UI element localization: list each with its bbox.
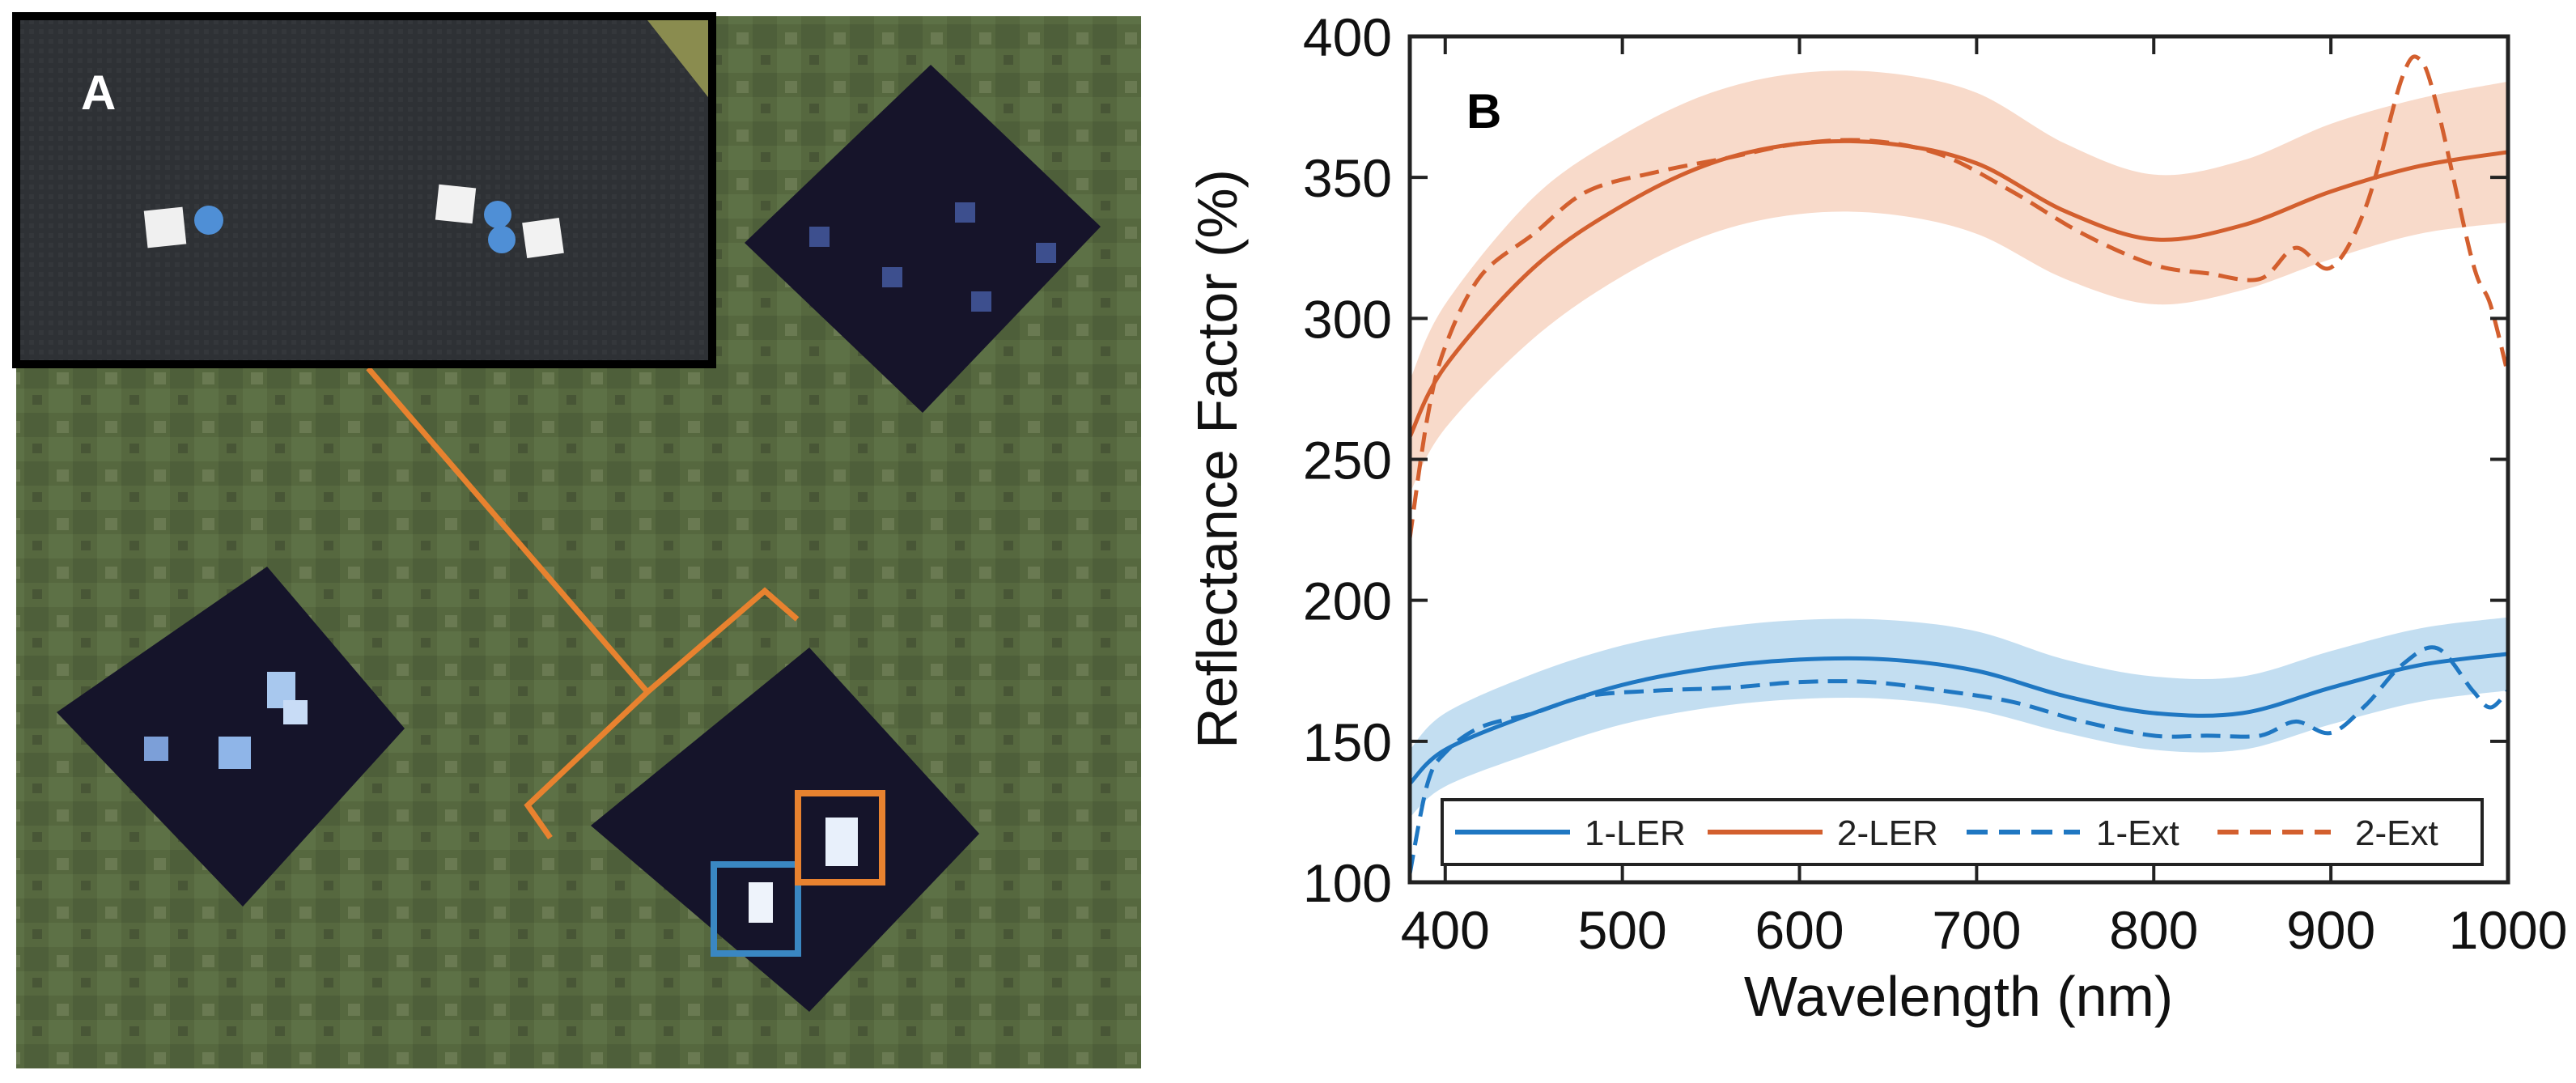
reference-panel-spot: [283, 700, 308, 724]
legend-label-2-ext: 2-Ext: [2355, 813, 2438, 853]
x-axis-title: Wavelength (nm): [1744, 965, 2173, 1028]
reflectance-chart: 400 500 600 700 800 900 1000 100 150 200 250 300 350…: [1186, 7, 2568, 1028]
x-tick-label: 600: [1755, 900, 1844, 960]
tarp-spot: [882, 267, 902, 287]
legend-label-1-ext: 1-Ext: [2096, 813, 2179, 853]
panel-b-label: B: [1466, 84, 1501, 138]
tarp-top-right: [745, 65, 1101, 413]
band-1-ler: [1410, 617, 2508, 818]
series-line-2-ler: [1407, 138, 2509, 438]
inset-white-panel: [522, 218, 564, 258]
inset-white-panel: [143, 206, 187, 248]
panel-a-label: A: [81, 66, 116, 120]
y-tick-label: 300: [1303, 289, 1392, 349]
inset-white-panel: [435, 184, 477, 224]
y-tick-label: 200: [1303, 571, 1392, 631]
x-tick-label: 800: [2109, 900, 2198, 960]
y-tick-label: 350: [1303, 148, 1392, 208]
band-2-ler: [1410, 70, 2508, 494]
y-tick-label: 100: [1303, 853, 1392, 913]
sample-box-2: [795, 790, 885, 886]
x-tick-label: 900: [2286, 900, 2375, 960]
tarp-spot: [971, 291, 991, 312]
reference-panel-spot: [144, 737, 168, 761]
y-tick-label: 150: [1303, 712, 1392, 772]
series-lines: [1407, 54, 2510, 875]
x-tick-label: 500: [1578, 900, 1667, 960]
legend-label-2-ler: 2-LER: [1837, 813, 1938, 853]
inset-blue-disc: [194, 206, 223, 235]
series-line-1-ext: [1407, 645, 2510, 875]
series-line-2-ext: [1407, 54, 2510, 539]
legend-box: [1441, 798, 2484, 866]
sample-box-1: [711, 861, 801, 957]
y-tick-label: 250: [1303, 431, 1392, 491]
legend: 1-LER 2-LER 1-Ext 2-Ext: [1441, 798, 2484, 866]
inset-bracket-arm: [524, 690, 650, 840]
reference-panel-spot: [749, 882, 773, 923]
x-tick-label: 400: [1401, 900, 1490, 960]
tarp-spot: [809, 227, 830, 247]
tarp-bottom: [591, 648, 979, 1012]
axis-ticks: 400 500 600 700 800 900 1000 100 150 200 250 300 350…: [1303, 7, 2568, 960]
series-line-1-ler: [1408, 652, 2509, 785]
reference-panel-spot: [219, 737, 251, 769]
legend-label-1-ler: 1-LER: [1585, 813, 1686, 853]
inset-blue-disc: [488, 226, 516, 253]
tarp-spot: [1036, 243, 1056, 263]
uncertainty-bands: [1410, 70, 2508, 818]
inset-mat: [20, 20, 708, 360]
y-tick-label: 400: [1303, 7, 1392, 67]
y-axis-title: Reflectance Factor (%): [1186, 169, 1249, 749]
tarp-spot: [955, 202, 975, 223]
inset-blue-disc: [484, 201, 511, 228]
x-tick-label: 1000: [2449, 900, 2568, 960]
x-tick-label: 700: [1932, 900, 2021, 960]
inset-bracket: [366, 366, 800, 696]
panel-a-photo: A: [12, 12, 1141, 1068]
reference-panel-spot: [825, 818, 858, 866]
